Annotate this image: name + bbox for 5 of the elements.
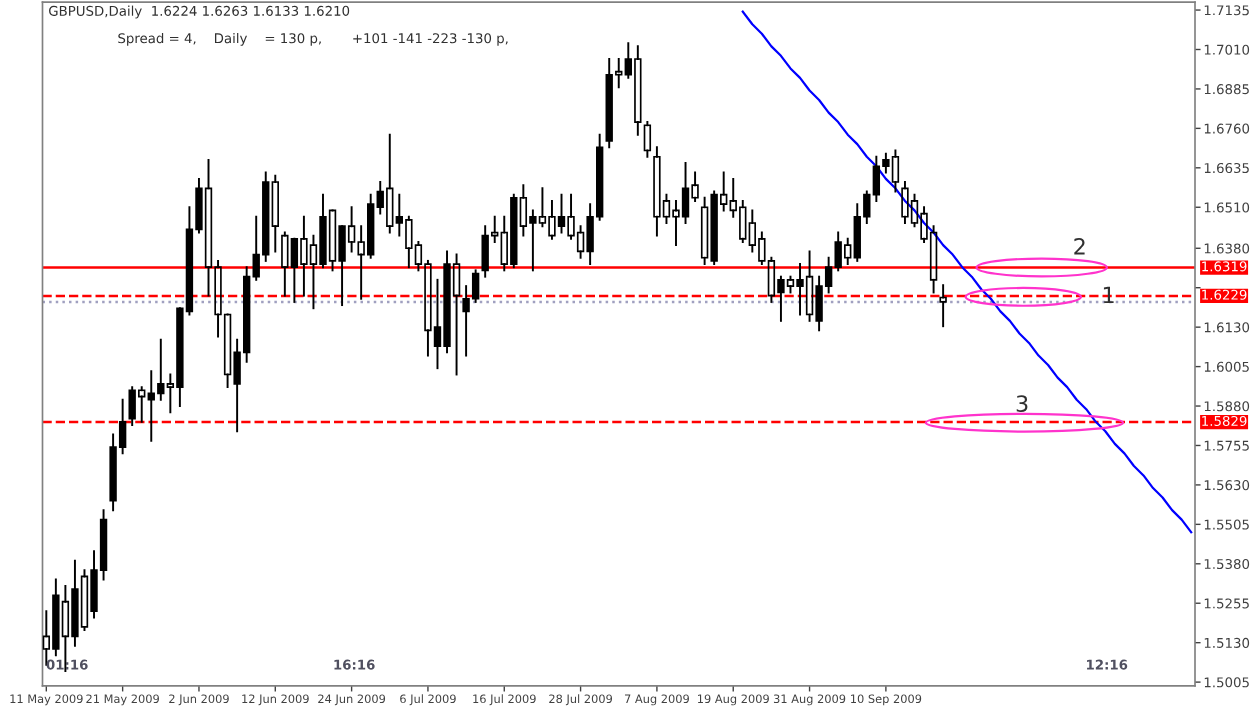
candlestick	[939, 284, 947, 328]
candlestick	[643, 121, 652, 158]
annotation: 3	[1016, 395, 1028, 413]
line-series	[741, 10, 1193, 534]
annotation: 2	[1074, 237, 1085, 255]
